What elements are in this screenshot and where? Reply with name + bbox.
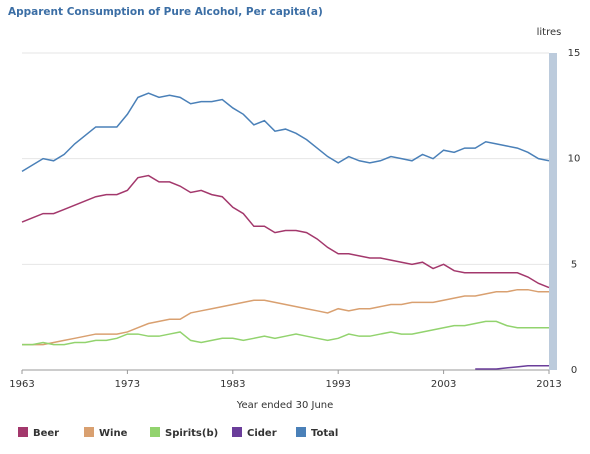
x-tick-label: 1963 <box>9 379 34 390</box>
legend-label: Beer <box>33 428 59 439</box>
x-tick-label: 1993 <box>325 379 350 390</box>
legend-swatch <box>84 427 94 437</box>
y-tick-label: 15 <box>568 48 581 59</box>
legend-label: Cider <box>247 428 277 439</box>
chart-title: Apparent Consumption of Pure Alcohol, Pe… <box>8 6 323 18</box>
legend-swatch <box>296 427 306 437</box>
legend-label: Wine <box>99 428 128 439</box>
legend-label: Spirits(b) <box>165 428 218 439</box>
y-axis-label: litres <box>537 27 562 38</box>
legend-swatch <box>150 427 160 437</box>
x-tick-label: 2003 <box>431 379 456 390</box>
series-line <box>22 288 549 346</box>
legend-label: Total <box>311 428 338 439</box>
x-tick-label: 2013 <box>536 379 561 390</box>
y-tick-label: 5 <box>571 259 577 270</box>
y-tick-label: 0 <box>571 365 577 376</box>
legend-swatch <box>18 427 28 437</box>
x-tick-label: 1973 <box>115 379 140 390</box>
series-line <box>21 92 550 172</box>
series-line <box>475 365 549 370</box>
legend-swatch <box>232 427 242 437</box>
x-axis-label: Year ended 30 June <box>236 400 334 411</box>
series-line <box>21 174 550 289</box>
x-tick-label: 1983 <box>220 379 245 390</box>
series-line <box>22 320 549 346</box>
y-axis-bar <box>549 53 557 370</box>
y-tick-label: 10 <box>568 154 581 165</box>
